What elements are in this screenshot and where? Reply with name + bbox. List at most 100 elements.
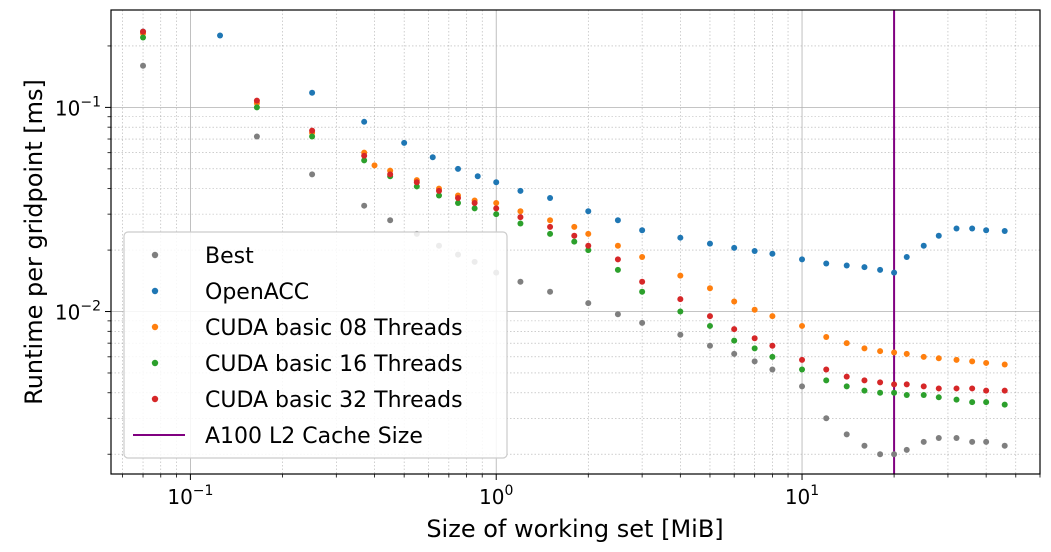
point-cuda-basic-32-threads <box>361 152 368 159</box>
point-cuda-basic-08-threads <box>706 285 713 292</box>
point-cuda-basic-32-threads <box>571 232 578 239</box>
point-cuda-basic-16-threads <box>361 157 368 164</box>
point-openacc <box>429 154 436 161</box>
point-cuda-basic-16-threads <box>436 192 442 199</box>
data-points <box>140 28 1008 458</box>
point-cuda-basic-08-threads <box>799 322 806 329</box>
legend-box <box>123 231 508 459</box>
point-cuda-basic-32-threads <box>706 313 713 320</box>
point-best <box>585 300 592 307</box>
point-cuda-basic-08-threads <box>751 306 758 313</box>
point-openacc <box>614 217 621 224</box>
point-cuda-basic-08-threads <box>547 217 554 224</box>
point-cuda-basic-32-threads <box>493 205 500 212</box>
point-cuda-basic-16-threads <box>877 389 884 396</box>
point-cuda-basic-32-threads <box>935 385 942 392</box>
point-cuda-basic-16-threads <box>493 211 500 218</box>
legend-marker-openacc <box>151 287 159 295</box>
point-openacc <box>493 179 500 186</box>
y-tick-label: 10−1 <box>55 94 101 120</box>
point-best <box>253 133 260 140</box>
point-openacc <box>799 256 806 263</box>
legend-label-cuda-08: CUDA basic 08 Threads <box>205 316 463 341</box>
point-cuda-basic-16-threads <box>677 308 684 315</box>
series-openacc <box>140 28 1008 276</box>
legend-marker-cuda-08 <box>151 323 159 331</box>
x-axis-label: Size of working set [MiB] <box>426 515 723 543</box>
point-openacc <box>401 139 408 146</box>
legend-marker-cuda-32 <box>151 395 159 403</box>
point-cuda-basic-16-threads <box>953 396 960 403</box>
point-cuda-basic-32-threads <box>891 381 898 388</box>
plot-frame <box>110 9 1041 475</box>
point-cuda-basic-32-threads <box>614 256 621 263</box>
point-best <box>731 350 738 357</box>
legend-label-openacc: OpenACC <box>205 280 309 305</box>
point-cuda-basic-32-threads <box>413 179 420 186</box>
point-cuda-basic-08-threads <box>983 359 990 366</box>
point-cuda-basic-32-threads <box>843 373 850 380</box>
point-cuda-basic-08-threads <box>935 355 942 362</box>
point-cuda-basic-16-threads <box>571 238 578 245</box>
legend-label-cuda-32: CUDA basic 32 Threads <box>205 388 463 413</box>
point-cuda-basic-08-threads <box>731 298 738 305</box>
point-cuda-basic-16-threads <box>455 200 462 207</box>
point-cuda-basic-32-threads <box>639 278 646 285</box>
point-cuda-basic-32-threads <box>799 356 806 363</box>
point-cuda-basic-16-threads <box>614 266 621 273</box>
point-cuda-basic-32-threads <box>677 296 684 303</box>
point-openacc <box>677 234 684 241</box>
point-openacc <box>983 227 990 234</box>
point-openacc <box>731 244 738 251</box>
point-cuda-basic-32-threads <box>751 335 758 342</box>
point-best <box>903 446 910 453</box>
point-cuda-basic-08-threads <box>1001 361 1008 368</box>
point-openacc <box>769 250 776 257</box>
point-cuda-basic-16-threads <box>547 230 554 237</box>
series-cuda-basic-16-threads <box>140 34 1008 408</box>
point-best <box>140 62 147 69</box>
point-openacc <box>920 242 927 249</box>
point-cuda-basic-08-threads <box>769 313 776 320</box>
point-cuda-basic-32-threads <box>983 387 990 394</box>
legend: Best OpenACC CUDA basic 08 Threads CUDA … <box>123 231 508 459</box>
point-openacc <box>935 232 942 239</box>
point-cuda-basic-08-threads <box>843 340 850 347</box>
point-best <box>935 435 942 442</box>
point-openacc <box>517 187 524 194</box>
point-openacc <box>547 194 554 201</box>
point-cuda-basic-08-threads <box>571 223 578 230</box>
point-cuda-basic-08-threads <box>920 353 927 360</box>
point-cuda-basic-08-threads <box>823 334 830 341</box>
point-cuda-basic-16-threads <box>799 366 806 373</box>
point-cuda-basic-08-threads <box>891 349 898 356</box>
point-cuda-basic-32-threads <box>953 385 960 392</box>
point-openacc <box>953 225 960 232</box>
point-cuda-basic-08-threads <box>614 242 621 249</box>
point-openacc <box>585 208 592 215</box>
point-cuda-basic-16-threads <box>935 394 942 401</box>
point-best <box>517 278 524 285</box>
plot-area <box>140 10 1008 474</box>
point-cuda-basic-16-threads <box>706 322 713 329</box>
point-cuda-basic-08-threads <box>585 230 592 237</box>
legend-marker-best <box>151 251 159 259</box>
point-best <box>823 415 830 422</box>
point-openacc <box>217 32 224 39</box>
point-best <box>920 438 927 445</box>
point-cuda-basic-08-threads <box>517 208 524 215</box>
point-cuda-basic-32-threads <box>517 214 524 221</box>
point-openacc <box>639 227 646 234</box>
point-best <box>387 217 394 224</box>
point-cuda-basic-16-threads <box>731 337 738 344</box>
point-openacc <box>843 262 850 269</box>
point-cuda-basic-32-threads <box>547 223 554 230</box>
point-openacc <box>751 247 758 254</box>
point-best <box>706 342 713 349</box>
point-best <box>1001 442 1008 449</box>
point-openacc <box>455 165 462 172</box>
point-best <box>799 383 806 390</box>
point-openacc <box>361 118 368 125</box>
point-cuda-basic-32-threads <box>823 366 830 373</box>
